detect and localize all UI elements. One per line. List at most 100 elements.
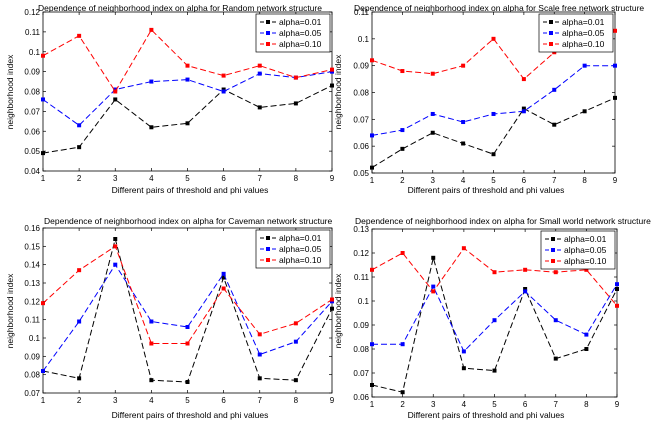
legend-label: alpha=0.05 — [562, 28, 605, 38]
data-point — [257, 63, 262, 68]
data-point — [113, 237, 118, 241]
data-point — [185, 341, 190, 346]
data-point — [584, 332, 589, 337]
data-point — [370, 383, 374, 387]
x-tick-label: 1 — [370, 176, 375, 185]
x-tick-label: 4 — [461, 176, 466, 185]
data-point — [491, 152, 496, 157]
y-tick-label: 0.09 — [353, 62, 369, 71]
y-tick-label: 0.16 — [24, 224, 40, 233]
chart-title: Dependence of neighborhood index on alph… — [38, 3, 322, 13]
data-point — [185, 121, 190, 126]
data-point — [552, 122, 557, 127]
data-point — [149, 27, 154, 32]
data-point — [221, 286, 226, 291]
x-tick-label: 3 — [113, 396, 118, 405]
x-tick-label: 4 — [149, 174, 154, 183]
data-point — [330, 67, 334, 72]
x-tick-label: 2 — [400, 176, 405, 185]
legend-label: alpha=0.01 — [562, 17, 605, 27]
data-point — [149, 125, 154, 130]
y-tick-label: 0.1 — [358, 297, 370, 306]
legend-label: alpha=0.10 — [562, 39, 605, 49]
y-tick-label: 0.08 — [24, 88, 40, 97]
data-point — [221, 271, 226, 276]
x-tick-label: 2 — [77, 396, 82, 405]
x-tick-label: 9 — [615, 400, 620, 409]
x-tick-label: 7 — [258, 396, 263, 405]
data-point — [431, 284, 436, 289]
y-tick-label: 0.05 — [353, 169, 369, 178]
legend-swatch-marker — [549, 31, 553, 35]
x-tick-label: 3 — [431, 400, 436, 409]
data-point — [400, 146, 405, 151]
data-point — [400, 128, 405, 133]
x-tick-label: 1 — [41, 396, 46, 405]
data-point — [582, 109, 587, 114]
data-point — [430, 71, 435, 76]
data-point — [615, 303, 619, 308]
data-point — [584, 267, 589, 272]
legend-label: alpha=0.01 — [279, 233, 322, 243]
x-tick-label: 3 — [113, 174, 118, 183]
y-tick-label: 0.06 — [353, 393, 369, 402]
x-tick-label: 9 — [613, 176, 618, 185]
data-point — [400, 342, 405, 347]
data-point — [521, 109, 526, 114]
data-point — [77, 145, 82, 150]
legend-swatch-marker — [266, 258, 270, 262]
x-tick-label: 4 — [462, 400, 467, 409]
chart-title: Dependence of neighborhood index on alph… — [44, 216, 333, 226]
data-point — [221, 89, 226, 94]
data-point — [41, 301, 45, 306]
x-tick-label: 5 — [492, 400, 497, 409]
data-point — [492, 318, 497, 323]
y-tick-label: 0.08 — [353, 345, 369, 354]
chart-title: Dependence of neighborhood index on alph… — [355, 216, 651, 226]
y-tick-label: 0.07 — [353, 369, 369, 378]
y-tick-label: 0.12 — [24, 297, 40, 306]
legend-swatch-marker — [549, 42, 553, 46]
data-point — [431, 255, 436, 260]
data-point — [257, 105, 262, 110]
data-point — [149, 79, 154, 84]
legend-swatch-marker — [551, 259, 555, 263]
x-tick-label: 6 — [523, 400, 528, 409]
y-tick-label: 0.1 — [29, 48, 41, 57]
legend-label: alpha=0.05 — [279, 244, 322, 254]
x-tick-label: 8 — [294, 174, 299, 183]
data-point — [77, 376, 82, 381]
data-point — [257, 332, 262, 337]
x-tick-label: 5 — [185, 174, 190, 183]
data-point — [461, 141, 466, 146]
data-point — [185, 380, 190, 384]
data-point — [521, 77, 526, 82]
data-point — [461, 349, 466, 354]
x-tick-label: 6 — [221, 396, 226, 405]
data-point — [613, 28, 617, 33]
data-point — [615, 287, 619, 291]
data-point — [553, 318, 558, 323]
y-tick-label: 0.08 — [24, 371, 40, 380]
subplot-random: Dependence of neighborhood index on alph… — [5, 3, 335, 195]
y-tick-label: 0.1 — [29, 334, 41, 343]
y-tick-label: 0.07 — [353, 115, 369, 124]
y-tick-label: 0.08 — [353, 89, 369, 98]
y-tick-label: 0.11 — [25, 316, 41, 325]
data-point — [400, 69, 405, 74]
data-point — [41, 53, 45, 58]
data-point — [552, 87, 557, 92]
data-point — [492, 368, 497, 373]
data-point — [113, 97, 118, 102]
data-point — [461, 366, 466, 371]
legend-label: alpha=0.05 — [564, 245, 607, 255]
data-point — [257, 352, 262, 357]
legend-label: alpha=0.05 — [279, 28, 322, 38]
y-tick-label: 0.13 — [24, 279, 40, 288]
data-point — [523, 267, 528, 272]
x-axis-label: Different pairs of threshold and phi val… — [408, 185, 565, 195]
legend-swatch-marker — [266, 42, 270, 46]
